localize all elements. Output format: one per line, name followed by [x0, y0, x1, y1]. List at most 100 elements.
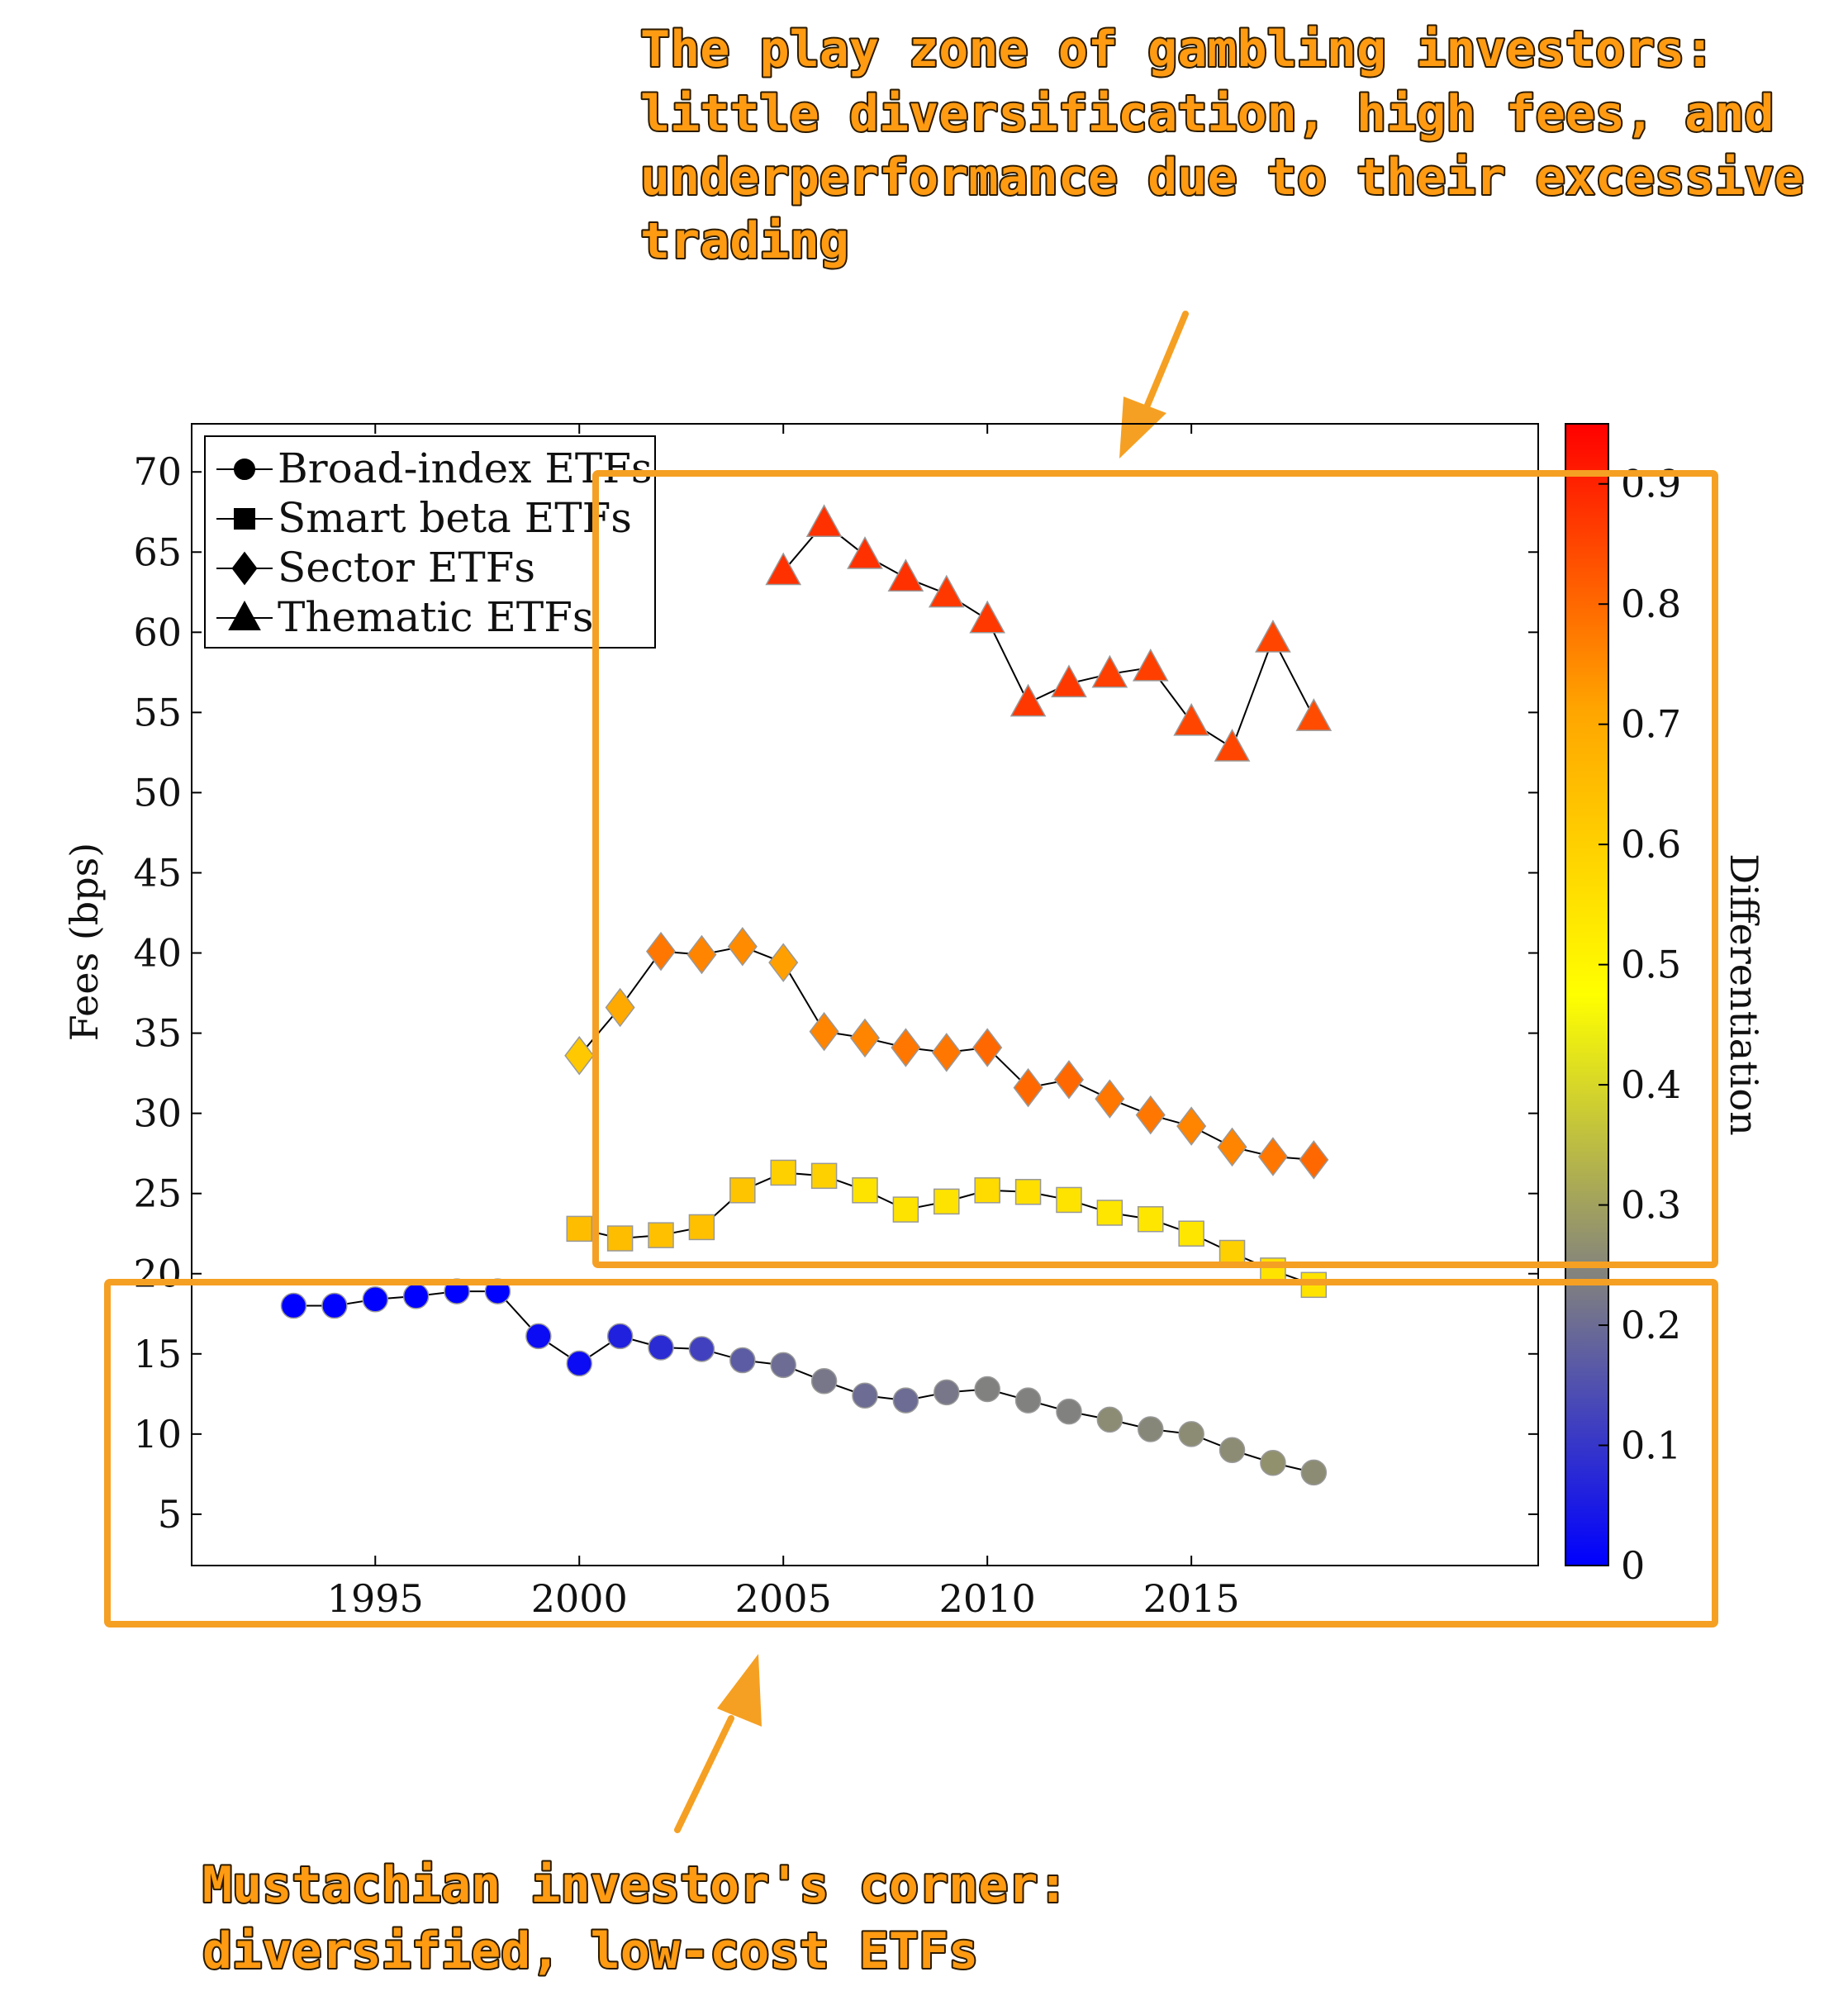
data-point — [1095, 1079, 1125, 1119]
series-circle — [280, 1278, 1328, 1486]
data-point — [1010, 683, 1047, 717]
top-annotation-line: trading — [640, 212, 849, 270]
data-point — [1135, 1095, 1166, 1135]
top-annotation: The play zone of gambling investors: lit… — [639, 19, 1806, 272]
y-tick-label: 10 — [133, 1412, 182, 1456]
x-tick-label: 2005 — [735, 1576, 832, 1621]
data-point — [1260, 1450, 1286, 1476]
data-point — [972, 1028, 1003, 1067]
data-point — [847, 536, 883, 569]
y-tick-label: 50 — [133, 770, 182, 815]
data-point — [525, 1323, 552, 1350]
colorbar-tick-label: 0.4 — [1621, 1062, 1681, 1107]
data-point — [805, 504, 843, 537]
data-point — [852, 1177, 878, 1204]
data-point — [810, 1368, 838, 1395]
bottom-annotation-line: Mustachian investor's corner: — [202, 1856, 1068, 1914]
data-point — [648, 1334, 674, 1361]
data-point — [1096, 1200, 1124, 1226]
plot-frame — [191, 423, 1539, 1566]
top-annotation-line: The play zone of gambling investors: — [640, 21, 1714, 78]
x-tick-label: 2010 — [939, 1576, 1036, 1621]
series-layer — [280, 504, 1333, 1486]
data-point — [727, 927, 758, 967]
data-point — [1013, 1067, 1043, 1108]
data-point — [686, 934, 717, 975]
data-point — [1219, 1239, 1246, 1266]
data-point — [974, 1376, 1000, 1403]
mustachian-corner-box — [104, 1279, 1718, 1627]
series-square — [566, 1159, 1328, 1299]
data-point — [1056, 1398, 1082, 1425]
data-point — [770, 1159, 796, 1186]
data-point — [1014, 1178, 1042, 1205]
colorbar-tick-label: 0.2 — [1621, 1303, 1681, 1347]
y-tick-label: 20 — [133, 1252, 182, 1296]
colorbar-tick-label: 0.7 — [1621, 702, 1681, 747]
legend-marker — [231, 551, 258, 586]
data-point — [688, 1336, 715, 1362]
data-point — [852, 1382, 878, 1409]
data-point — [729, 1347, 756, 1374]
data-point — [321, 1292, 348, 1319]
legend-label: Thematic ETFs — [278, 593, 594, 641]
data-point — [768, 943, 799, 982]
y-axis: 5 10 15 20 25 30 35 40 45 50 55 60 65 70 — [133, 449, 1538, 1537]
bottom-arrow — [674, 1654, 762, 1833]
data-point — [1295, 698, 1333, 731]
data-point — [1178, 1220, 1204, 1247]
y-tick-label: 15 — [133, 1332, 182, 1376]
y-tick-label: 30 — [133, 1091, 182, 1136]
y-tick-label: 65 — [133, 530, 182, 574]
series-triangle — [765, 504, 1333, 762]
data-point — [1056, 1186, 1082, 1214]
legend-label: Sector ETFs — [278, 544, 535, 592]
top-arrow — [1119, 311, 1189, 459]
data-point — [934, 1379, 960, 1406]
x-tick-label: 2015 — [1143, 1576, 1240, 1621]
colorbar-tick-label: 0.5 — [1621, 943, 1681, 987]
data-point — [1132, 648, 1169, 682]
colorbar-gradient — [1565, 423, 1609, 1566]
colorbar-tick-label: 0.9 — [1621, 462, 1681, 506]
data-point — [1091, 654, 1128, 688]
data-point — [648, 1222, 674, 1248]
colorbar-tick-label: 0.6 — [1621, 822, 1681, 867]
data-point — [1257, 1137, 1288, 1176]
data-point — [362, 1286, 389, 1313]
data-point — [1138, 1416, 1164, 1442]
data-point — [566, 1350, 592, 1377]
colorbar-tick-label: 0.1 — [1621, 1423, 1681, 1468]
series-diamond — [564, 927, 1329, 1180]
data-point — [1255, 620, 1291, 653]
data-point — [280, 1292, 307, 1319]
data-point — [849, 1018, 881, 1058]
data-point — [810, 1162, 838, 1190]
gambling-zone-box — [592, 470, 1718, 1268]
y-tick-label: 70 — [133, 449, 182, 494]
y-tick-label: 60 — [133, 610, 182, 654]
legend-label: Broad-index ETFs — [278, 444, 653, 492]
bottom-annotation-line: diversified, low-cost ETFs — [202, 1922, 978, 1980]
data-point — [1217, 1127, 1247, 1167]
data-point — [1178, 1421, 1204, 1447]
colorbar-tick-label: 0 — [1621, 1543, 1645, 1588]
data-point — [1173, 702, 1209, 736]
data-point — [892, 1196, 919, 1223]
data-point — [1300, 1459, 1328, 1486]
data-point — [1096, 1406, 1124, 1433]
data-point — [729, 1177, 756, 1204]
data-point — [1051, 664, 1087, 698]
data-point — [606, 1323, 634, 1350]
data-point — [928, 574, 965, 608]
data-point — [1219, 1437, 1246, 1463]
data-point — [1214, 729, 1251, 762]
data-point — [931, 1033, 962, 1072]
data-point — [1138, 1205, 1164, 1233]
y-tick-label: 35 — [133, 1011, 182, 1056]
data-point — [969, 600, 1006, 634]
colorbar-tick-label: 0.8 — [1621, 582, 1681, 626]
legend-marker — [234, 508, 255, 530]
